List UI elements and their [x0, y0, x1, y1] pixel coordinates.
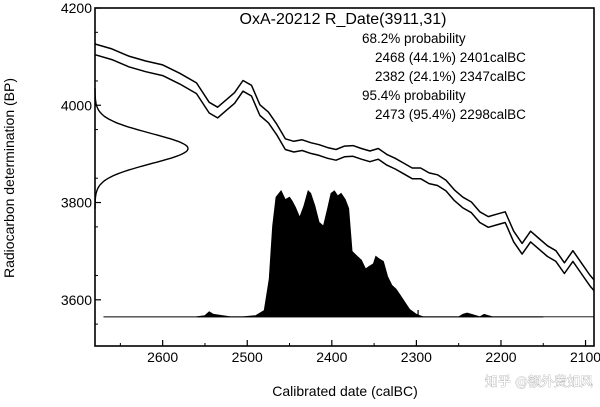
- annotation-block: OxA-20212 R_Date(3911,31) 68.2% probabili…: [240, 11, 527, 122]
- y-axis-title: Radiocarbon determination (BP): [1, 78, 17, 278]
- y-tick-label: 4200: [61, 0, 92, 16]
- annotation-line: 95.4% probability: [362, 88, 466, 103]
- range-95-bracket: [269, 310, 419, 317]
- distribution-area: [196, 190, 594, 318]
- y-tick-label: 3800: [61, 195, 92, 211]
- probability-distribution: [196, 190, 594, 318]
- x-tick-label: 2200: [485, 349, 516, 365]
- annotation-line: 2468 (44.1%) 2401calBC: [375, 50, 526, 65]
- annotation-line: 2473 (95.4%) 2298calBC: [375, 107, 526, 122]
- x-tick-label: 2300: [401, 349, 432, 365]
- range-68-bracket: [346, 301, 378, 308]
- axis-ticks: 2600 2500 2400 2300 2200 2100 3600 3800 4000 4200: [61, 0, 600, 365]
- x-tick-label: 2500: [232, 349, 263, 365]
- radiocarbon-distribution: [94, 88, 189, 209]
- radiocarbon-curve: [94, 88, 189, 209]
- watermark: 知乎 @额外费如风: [485, 374, 593, 390]
- x-tick-label: 2600: [147, 349, 178, 365]
- annotation-line: 68.2% probability: [362, 31, 466, 46]
- curve-upper-line: [94, 43, 595, 281]
- plot-frame: [94, 7, 595, 347]
- x-tick-label: 2100: [570, 349, 600, 365]
- x-tick-label: 2400: [316, 349, 347, 365]
- y-tick-label: 4000: [61, 97, 92, 113]
- range-68-bracket: [273, 301, 332, 308]
- range-brackets: [269, 301, 419, 317]
- y-tick-label: 3600: [61, 292, 92, 308]
- x-axis-title: Calibrated date (calBC): [272, 383, 418, 399]
- curve-lower-line: [94, 53, 595, 292]
- calibration-curve: [94, 43, 595, 292]
- chart-title: OxA-20212 R_Date(3911,31): [240, 11, 447, 28]
- annotation-line: 2382 (24.1%) 2347calBC: [375, 69, 526, 84]
